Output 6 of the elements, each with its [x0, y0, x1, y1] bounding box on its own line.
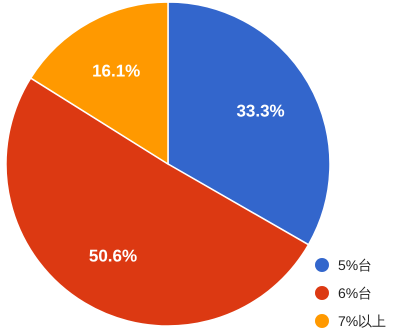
legend-label: 5%台 [338, 257, 372, 273]
data-label: 50.6% [88, 246, 138, 266]
data-label: 33.3% [236, 101, 285, 120]
legend-label: 7%以上 [338, 313, 386, 329]
data-label: 16.1% [92, 61, 140, 80]
legend-label: 6%台 [338, 285, 372, 301]
